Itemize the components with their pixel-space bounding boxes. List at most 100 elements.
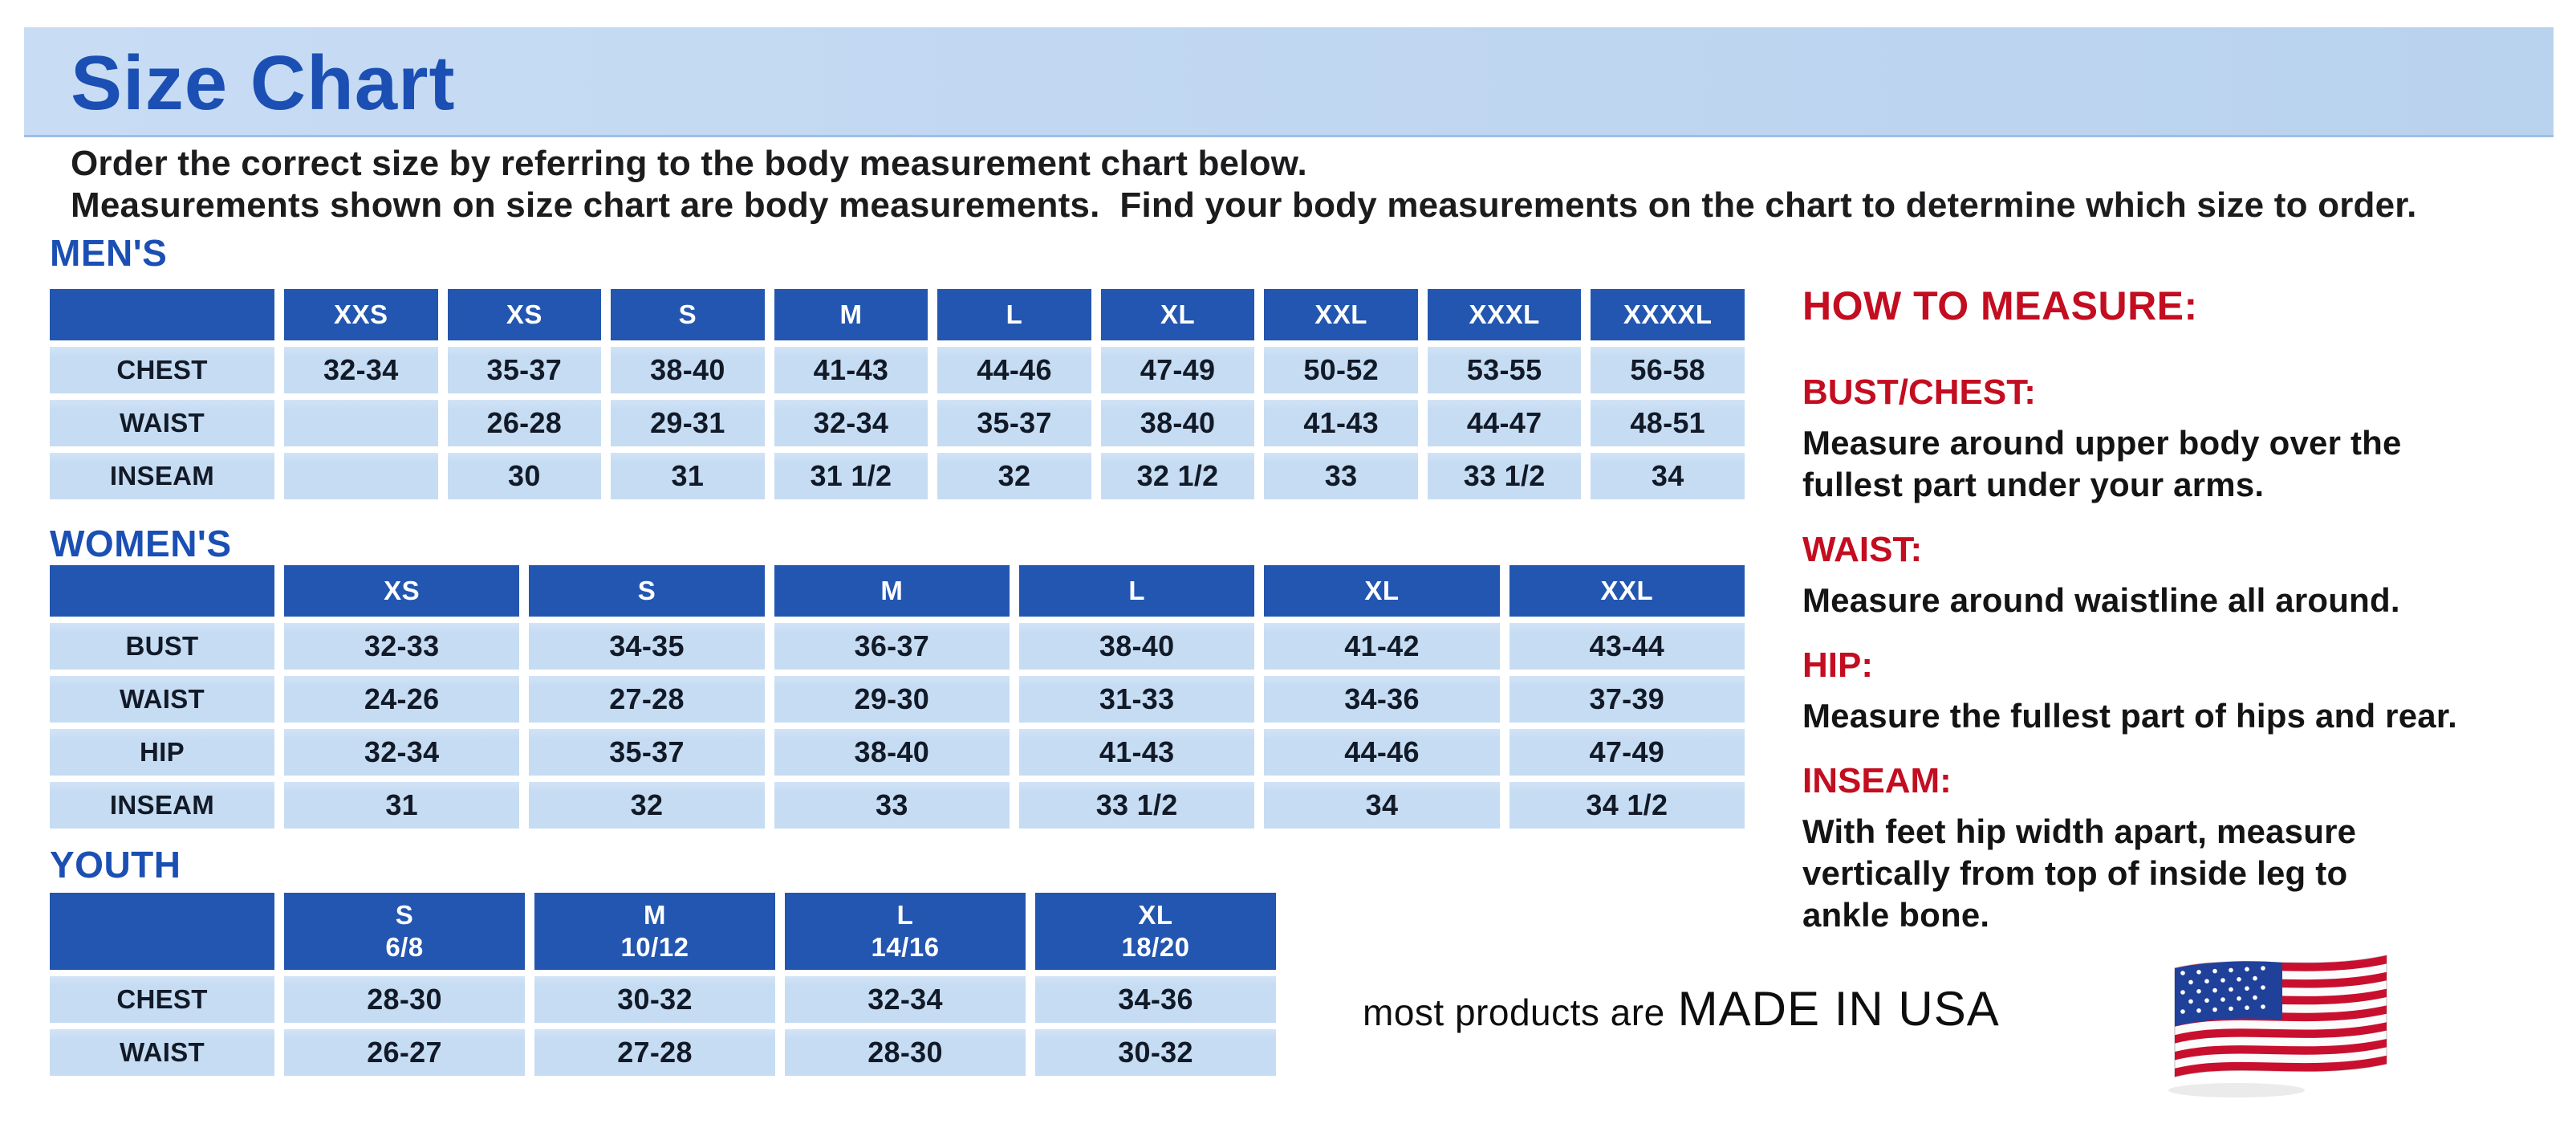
size-cell: 31 1/2 bbox=[774, 453, 928, 499]
corner-cell bbox=[50, 893, 274, 970]
column-header: XXXL bbox=[1427, 289, 1582, 340]
size-cell: 41-43 bbox=[1019, 729, 1255, 776]
size-cell: 31-33 bbox=[1019, 676, 1255, 723]
size-cell: 27-28 bbox=[534, 1029, 775, 1076]
size-cell: 32 bbox=[529, 782, 765, 829]
youth-size-table: S 6/8 M 10/12 L 14/16 XL 18/20 CHEST 28-30 30-… bbox=[50, 893, 1276, 1076]
size-cell: 53-55 bbox=[1427, 347, 1582, 393]
size-cell: 34-36 bbox=[1035, 976, 1276, 1023]
size-cell: 26-28 bbox=[447, 400, 602, 446]
size-cell: 33 bbox=[774, 782, 1010, 829]
column-header: L bbox=[937, 289, 1091, 340]
size-cell: 41-43 bbox=[774, 347, 928, 393]
size-cell: 32-33 bbox=[284, 623, 520, 670]
size-cell: 38-40 bbox=[1100, 400, 1255, 446]
corner-cell bbox=[50, 565, 274, 617]
column-header: S 6/8 bbox=[284, 893, 525, 970]
size-cell: 38-40 bbox=[774, 729, 1010, 776]
size-cell bbox=[284, 400, 438, 446]
column-header: XL 18/20 bbox=[1035, 893, 1276, 970]
youth-section-heading: YOUTH bbox=[50, 844, 181, 886]
size-cell: 32-34 bbox=[774, 400, 928, 446]
size-cell: 32-34 bbox=[785, 976, 1026, 1023]
size-cell: 29-31 bbox=[611, 400, 765, 446]
size-cell: 24-26 bbox=[284, 676, 520, 723]
how-to-measure-heading: HOW TO MEASURE: bbox=[1802, 283, 2198, 328]
size-cell: 44-46 bbox=[937, 347, 1091, 393]
size-cell: 34 bbox=[1591, 453, 1745, 499]
size-cell: 26-27 bbox=[284, 1029, 525, 1076]
title-banner: Size Chart bbox=[24, 27, 2554, 137]
column-header: XL bbox=[1264, 565, 1500, 617]
size-cell: 47-49 bbox=[1509, 729, 1745, 776]
column-header: XL bbox=[1100, 289, 1255, 340]
size-cell: 34-36 bbox=[1264, 676, 1500, 723]
row-label: WAIST bbox=[50, 1029, 274, 1076]
size-cell: 34 bbox=[1264, 782, 1500, 829]
column-header: XXS bbox=[284, 289, 438, 340]
intro-text: Order the correct size by referring to t… bbox=[71, 144, 2417, 225]
mens-size-table: XXS XS S M L XL XXL XXXL XXXXL CHEST 32-34 35-37 38-… bbox=[50, 289, 1745, 499]
size-cell: 34-35 bbox=[529, 623, 765, 670]
measure-desc-hip: Measure the fullest part of hips and rea… bbox=[1802, 697, 2457, 735]
size-cell: 35-37 bbox=[937, 400, 1091, 446]
row-label: WAIST bbox=[50, 400, 274, 446]
row-label: INSEAM bbox=[50, 782, 274, 829]
row-label: WAIST bbox=[50, 676, 274, 723]
size-cell: 30 bbox=[447, 453, 602, 499]
mens-section-heading: MEN'S bbox=[50, 232, 168, 274]
size-cell: 32 1/2 bbox=[1100, 453, 1255, 499]
page-title: Size Chart bbox=[71, 40, 456, 126]
size-cell: 32-34 bbox=[284, 729, 520, 776]
womens-size-table: XS S M L XL XXL BUST 32-33 34-35 36-37 38-40 41-42 4… bbox=[50, 565, 1745, 829]
column-header: XXXXL bbox=[1591, 289, 1745, 340]
row-label: CHEST bbox=[50, 347, 274, 393]
made-in-usa-emphasis: MADE IN USA bbox=[1677, 982, 2000, 1036]
size-cell: 41-43 bbox=[1264, 400, 1418, 446]
column-header: XS bbox=[447, 289, 602, 340]
size-cell: 32-34 bbox=[284, 347, 438, 393]
column-header: S bbox=[529, 565, 765, 617]
made-in-usa-line: most products are MADE IN USA bbox=[1363, 981, 2000, 1036]
how-to-measure-panel: HOW TO MEASURE: BUST/CHEST: Measure arou… bbox=[1802, 283, 2549, 960]
measure-term-waist: WAIST: bbox=[1802, 530, 1923, 569]
column-header: L 14/16 bbox=[785, 893, 1026, 970]
column-header: XS bbox=[284, 565, 520, 617]
measure-term-hip: HIP: bbox=[1802, 645, 1873, 685]
size-cell: 35-37 bbox=[447, 347, 602, 393]
size-cell: 44-46 bbox=[1264, 729, 1500, 776]
column-header: XXL bbox=[1264, 289, 1418, 340]
size-cell: 43-44 bbox=[1509, 623, 1745, 670]
size-cell: 38-40 bbox=[1019, 623, 1255, 670]
size-cell: 32 bbox=[937, 453, 1091, 499]
size-cell: 35-37 bbox=[529, 729, 765, 776]
column-header: M 10/12 bbox=[534, 893, 775, 970]
size-cell: 34 1/2 bbox=[1509, 782, 1745, 829]
size-cell: 50-52 bbox=[1264, 347, 1418, 393]
size-cell: 41-42 bbox=[1264, 623, 1500, 670]
size-cell: 30-32 bbox=[1035, 1029, 1276, 1076]
row-label: HIP bbox=[50, 729, 274, 776]
column-header: S bbox=[611, 289, 765, 340]
column-header: XXL bbox=[1509, 565, 1745, 617]
size-cell: 36-37 bbox=[774, 623, 1010, 670]
measure-term-bust-chest: BUST/CHEST: bbox=[1802, 373, 2036, 412]
size-cell: 33 1/2 bbox=[1427, 453, 1582, 499]
size-cell: 28-30 bbox=[284, 976, 525, 1023]
size-cell: 31 bbox=[284, 782, 520, 829]
us-flag-icon bbox=[2168, 955, 2387, 1097]
column-header: M bbox=[774, 565, 1010, 617]
size-cell: 48-51 bbox=[1591, 400, 1745, 446]
size-cell bbox=[284, 453, 438, 499]
row-label: CHEST bbox=[50, 976, 274, 1023]
size-cell: 31 bbox=[611, 453, 765, 499]
size-cell: 30-32 bbox=[534, 976, 775, 1023]
measure-desc-waist: Measure around waistline all around. bbox=[1802, 581, 2400, 619]
size-cell: 29-30 bbox=[774, 676, 1010, 723]
column-header: M bbox=[774, 289, 928, 340]
row-label: INSEAM bbox=[50, 453, 274, 499]
measure-term-inseam: INSEAM: bbox=[1802, 761, 1952, 800]
size-cell: 33 1/2 bbox=[1019, 782, 1255, 829]
size-cell: 47-49 bbox=[1100, 347, 1255, 393]
size-cell: 33 bbox=[1264, 453, 1418, 499]
